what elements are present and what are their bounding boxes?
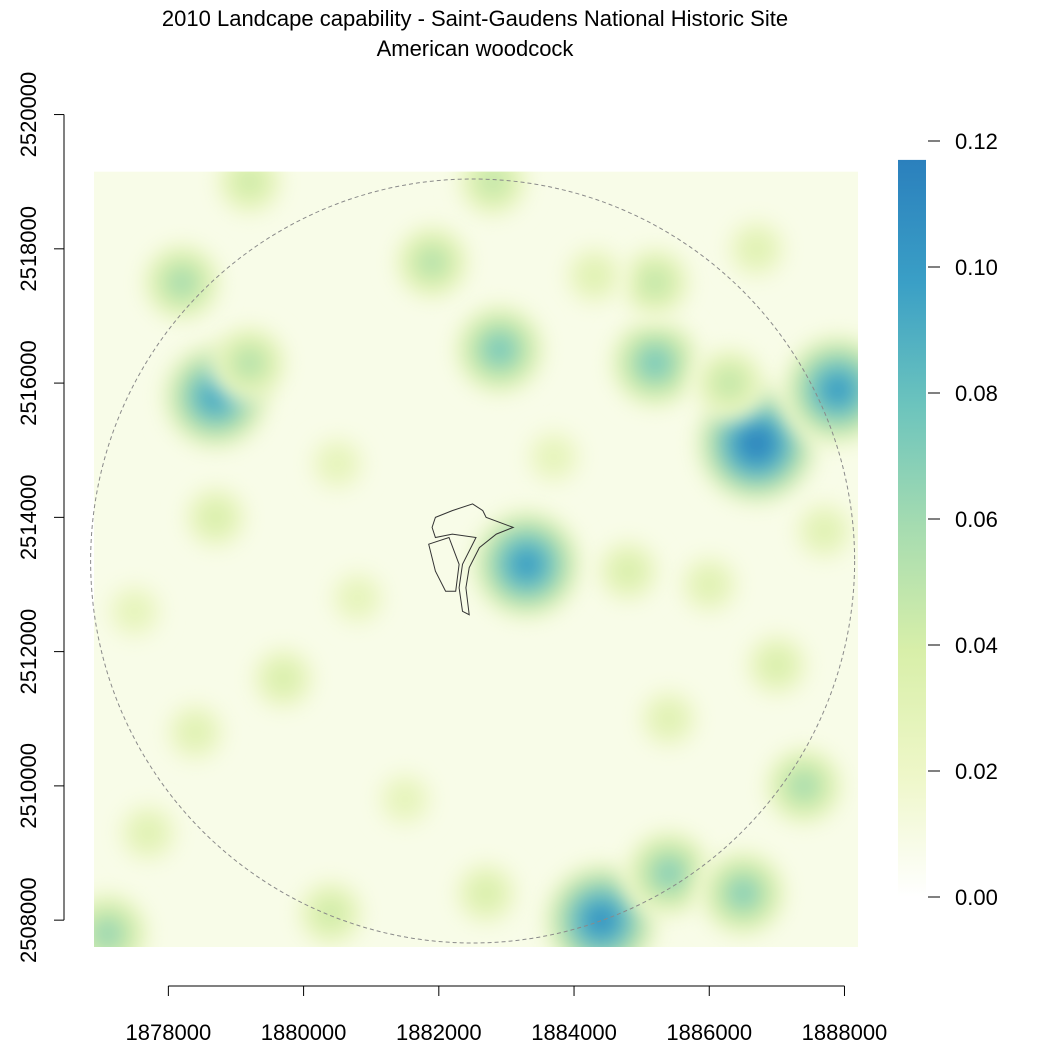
legend-tick-label: 0.06 bbox=[955, 507, 998, 532]
raster-hotspot-19 bbox=[295, 878, 366, 947]
raster-hotspot-9 bbox=[94, 889, 152, 947]
raster-hotspot-22 bbox=[678, 553, 741, 616]
raster-hotspot-27 bbox=[524, 428, 583, 486]
raster-hotspot-33 bbox=[376, 770, 434, 829]
legend-tick-label: 0.10 bbox=[955, 255, 998, 280]
raster-hotspot-6 bbox=[451, 301, 548, 398]
raster-hotspot-14 bbox=[617, 244, 693, 320]
legend-tick-label: 0.04 bbox=[955, 633, 998, 658]
legend-tick-label: 0.08 bbox=[955, 381, 998, 406]
legend-tick-label: 0.12 bbox=[955, 129, 998, 154]
raster-hotspot-28 bbox=[328, 569, 387, 627]
x-axis: 1878000 1880000 1882000 1884000 1886000 18880… bbox=[126, 985, 888, 1045]
map-overlays bbox=[90, 178, 856, 944]
x-tick-label: 1884000 bbox=[531, 1020, 617, 1045]
y-tick-label: 2510000 bbox=[16, 743, 41, 829]
buffer-circle bbox=[90, 178, 856, 944]
raster-hotspot-3 bbox=[778, 330, 858, 449]
capability-raster bbox=[94, 171, 858, 947]
raster-hotspot-25 bbox=[743, 631, 811, 699]
raster-hotspot-32 bbox=[308, 434, 367, 493]
legend-tick-label: 0.02 bbox=[955, 759, 998, 784]
raster-hotspot-12 bbox=[392, 222, 472, 302]
y-tick-label: 2514000 bbox=[16, 475, 41, 561]
y-tick-label: 2516000 bbox=[16, 340, 41, 426]
legend-color-bar bbox=[898, 159, 926, 897]
raster-hotspot-35 bbox=[105, 582, 164, 641]
site-parcel bbox=[428, 536, 460, 592]
x-tick-label: 1880000 bbox=[261, 1020, 347, 1045]
raster-hotspot-30 bbox=[793, 499, 856, 562]
y-tick-label: 2518000 bbox=[16, 206, 41, 292]
raster-hotspot-7 bbox=[622, 827, 715, 920]
raster-hotspot-20 bbox=[594, 537, 662, 605]
raster-hotspot-1 bbox=[467, 505, 586, 624]
raster-hotspot-26 bbox=[117, 801, 180, 864]
raster-hotspot-13 bbox=[209, 323, 290, 403]
color-legend: 0.00 0.02 0.04 0.06 0.08 0.10 0.12 bbox=[898, 129, 998, 910]
raster-hotspot-24 bbox=[637, 687, 700, 750]
chart-title: 2010 Landcape capability - Saint-Gaudens… bbox=[161, 6, 789, 31]
x-tick-label: 1886000 bbox=[666, 1020, 752, 1045]
y-tick-label: 2508000 bbox=[16, 877, 41, 963]
raster-hotspot-31 bbox=[164, 701, 227, 764]
raster-hotspot-5 bbox=[606, 314, 704, 412]
x-tick-label: 1878000 bbox=[126, 1020, 212, 1045]
raster-hotspot-11 bbox=[140, 240, 224, 325]
raster-hotspot-16 bbox=[455, 171, 531, 220]
raster-hotspot-21 bbox=[250, 645, 317, 712]
legend-tick-label: 0.00 bbox=[955, 885, 998, 910]
raster-hotspot-18 bbox=[182, 484, 249, 551]
y-tick-label: 2512000 bbox=[16, 609, 41, 695]
raster-hotspot-23 bbox=[452, 860, 520, 927]
chart-subtitle: American woodcock bbox=[376, 36, 574, 61]
raster-hotspot-2 bbox=[539, 859, 663, 947]
x-tick-label: 1882000 bbox=[396, 1020, 482, 1045]
raster-hotspot-10 bbox=[762, 744, 846, 828]
raster-hotspot-8 bbox=[696, 847, 790, 940]
x-tick-label: 1888000 bbox=[802, 1020, 888, 1045]
raster-hotspot-15 bbox=[692, 345, 768, 421]
y-tick-label: 2520000 bbox=[16, 72, 41, 158]
raster-hotspot-34 bbox=[563, 244, 626, 307]
raster-hotspot-17 bbox=[214, 171, 285, 218]
y-axis: 2508000 2510000 2512000 2514000 2516000 25180… bbox=[16, 72, 65, 963]
site-boundary bbox=[431, 503, 515, 616]
raster-hotspot-29 bbox=[725, 217, 788, 280]
